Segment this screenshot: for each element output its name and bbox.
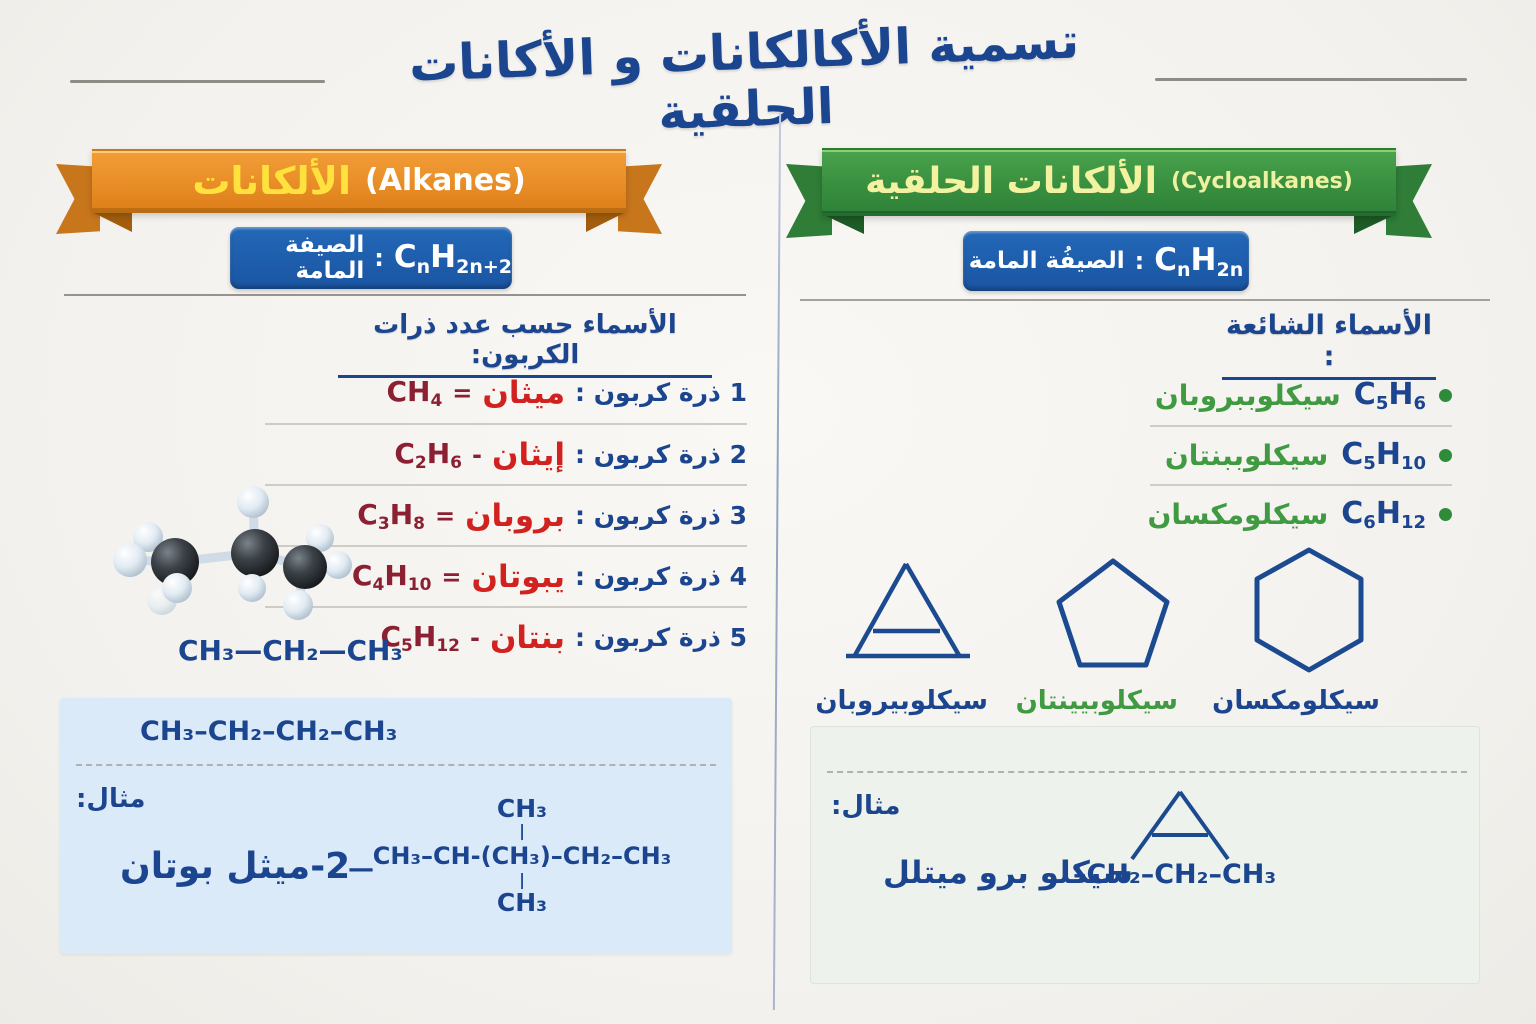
alkane-row-4: 4 ذرة كربون : يبوتان = C4H10 [265, 545, 747, 606]
alkane-name: بروبان [465, 497, 566, 534]
carbon-count-list-header: الأسماء حسب عدد ذرات الكربون: [338, 310, 712, 378]
structure-main-chain: CH₃–CH-(CH₃)–CH₂–CH₃ [372, 842, 672, 870]
shape-label-cyclohexane: سيكلومكسان [1212, 686, 1380, 716]
dashed-separator [76, 764, 716, 766]
cycloalkane-formula: C6H12 [1341, 496, 1426, 533]
formula-label: الصيفة المامة [285, 232, 365, 284]
alkane-row-1: 1 ذرة كربون : ميثان = CH4 [265, 362, 747, 423]
carbon-count-label: 2 ذرة كربون : [575, 440, 747, 469]
example-label: مثال: [831, 791, 901, 821]
cyclopropane-ring-icon [1130, 790, 1230, 861]
equals-sign: = [441, 562, 462, 591]
page-title: تسمية الأكالكانات و الأكانات الحلقية [408, 12, 1080, 142]
formula-colon: : [374, 244, 384, 272]
methyl-top: CH₃ [496, 794, 548, 823]
common-names-header: الأسماء الشائعة : [1222, 310, 1436, 380]
alkane-formula: CH4 [386, 374, 443, 411]
bullet-icon [1439, 449, 1452, 462]
alkane-formula: C5H12 [380, 619, 460, 656]
general-formula-box-alkanes: الصيفة المامة : CnH2n+2 [230, 227, 512, 289]
common-names-list: C5H6 سيكلوببروبان C5H10 سيكلوببنتان C6H1… [1147, 366, 1452, 543]
cycloalkanes-banner: الألكانات الحلقية (Cycloalkanes) [822, 148, 1396, 216]
section-divider-right [800, 299, 1490, 301]
triangle-shape-icon [846, 562, 970, 659]
cycloalkanes-banner-subtitle: (Cycloalkanes) [1170, 169, 1353, 194]
cycloalkane-name: سيكلوببنتان [1164, 439, 1329, 472]
example-label: مثال: [76, 784, 146, 814]
alkane-row-3: 3 ذرة كربون : بروبان = C3H8 [265, 484, 747, 545]
alkane-formula: C2H6 [394, 436, 463, 473]
alkane-name: إيثان [491, 436, 566, 473]
carbon-count-label: 3 ذرة كربون : [575, 501, 747, 530]
carbon-count-list: 1 ذرة كربون : ميثان = CH4 2 ذرة كربون : … [265, 362, 747, 667]
alkane-formula: C4H10 [351, 558, 432, 595]
cycloalkanes-banner-title: الألكانات الحلقية [865, 161, 1157, 202]
shape-label-cyclopropane: سيكلوبيروبان [815, 686, 988, 716]
bond-vertical: | [519, 821, 525, 840]
cycloalkane-item-2: C5H10 سيكلوببنتان [1150, 425, 1452, 484]
carbon-count-label: 5 ذرة كربون : [575, 623, 747, 652]
equals-sign: - [469, 623, 480, 652]
section-divider-left [64, 294, 746, 296]
cycloalkane-name: سيكلوببروبان [1154, 379, 1341, 412]
cycloalkane-name: سيكلومكسان [1147, 498, 1329, 531]
bullet-icon [1439, 508, 1452, 521]
title-rule-right [1155, 78, 1467, 81]
butane-chain-formula: CH₃–CH₂–CH₂–CH₃ [140, 716, 398, 747]
example-name: 2-ميثل بوتان [120, 846, 351, 887]
formula-colon: : [1134, 247, 1145, 275]
bullet-icon [1439, 389, 1452, 402]
alkane-row-2: 2 ذرة كربون : إيثان - C2H6 [265, 423, 747, 484]
alkane-general-formula: CnH2n+2 [393, 238, 512, 278]
dashed-separator [827, 771, 1467, 773]
bond-vertical: | [519, 870, 525, 889]
example-name: سيكلو برو ميتلل [883, 855, 1133, 891]
bond-dash: — [348, 854, 374, 884]
alkane-name: بنتان [489, 619, 566, 656]
cycloalkane-general-formula: CnH2n [1154, 241, 1244, 281]
carbon-count-label: 1 ذرة كربون : [575, 378, 747, 407]
carbon-count-label: 4 ذرة كربون : [575, 562, 747, 591]
propane-formula-caption: CH₃—CH₂—CH₃ [178, 634, 403, 667]
general-formula-box-cycloalkanes: الصيفُة المامة : CnH2n [963, 231, 1249, 291]
equals-sign: = [434, 501, 456, 530]
alkane-name: ميثان [482, 374, 566, 411]
cycloalkane-item-1: C5H6 سيكلوببروبان [1150, 366, 1452, 425]
alkanes-example-box: CH₃–CH₂–CH₂–CH₃ مثال: 2-ميثل بوتان — CH₃… [60, 698, 732, 954]
alkanes-banner-title: الألكانات [192, 158, 351, 203]
pentagon-shape-icon [1056, 558, 1170, 668]
cycloalkanes-example-box: مثال: سيكلو برو ميتلل –CH₂–CH₂–CH₃ [810, 726, 1480, 984]
cycloalkane-formula: C5H6 [1353, 377, 1426, 414]
shape-label-cyclopentane: سيكلوبيينتان [1015, 686, 1178, 716]
cycloalkane-item-3: C6H12 سيكلومكسان [1147, 484, 1452, 543]
alkanes-banner-subtitle: (Alkanes) [365, 163, 526, 198]
cycloalkane-formula: C5H10 [1341, 437, 1426, 474]
title-rule-left [70, 80, 325, 83]
alkanes-banner: الألكانات (Alkanes) [92, 149, 626, 213]
equals-sign: - [472, 440, 482, 469]
methylbutane-structure: CH₃ | CH₃–CH-(CH₃)–CH₂–CH₃ | CH₃ [372, 794, 672, 918]
propane-ball-stick-model [113, 486, 352, 620]
equals-sign: = [452, 378, 473, 407]
hexagon-shape-icon [1254, 547, 1364, 673]
column-divider [772, 112, 782, 1010]
example-structure: –CH₂–CH₂–CH₃ [1073, 859, 1277, 890]
alkane-formula: C3H8 [357, 497, 425, 534]
alkane-row-5: 5 ذرة كربون : بنتان - C5H12 [265, 606, 747, 667]
formula-label: الصيفُة المامة [968, 248, 1125, 274]
methyl-bottom: CH₃ [496, 888, 548, 917]
alkane-name: يبوتان [471, 558, 566, 595]
